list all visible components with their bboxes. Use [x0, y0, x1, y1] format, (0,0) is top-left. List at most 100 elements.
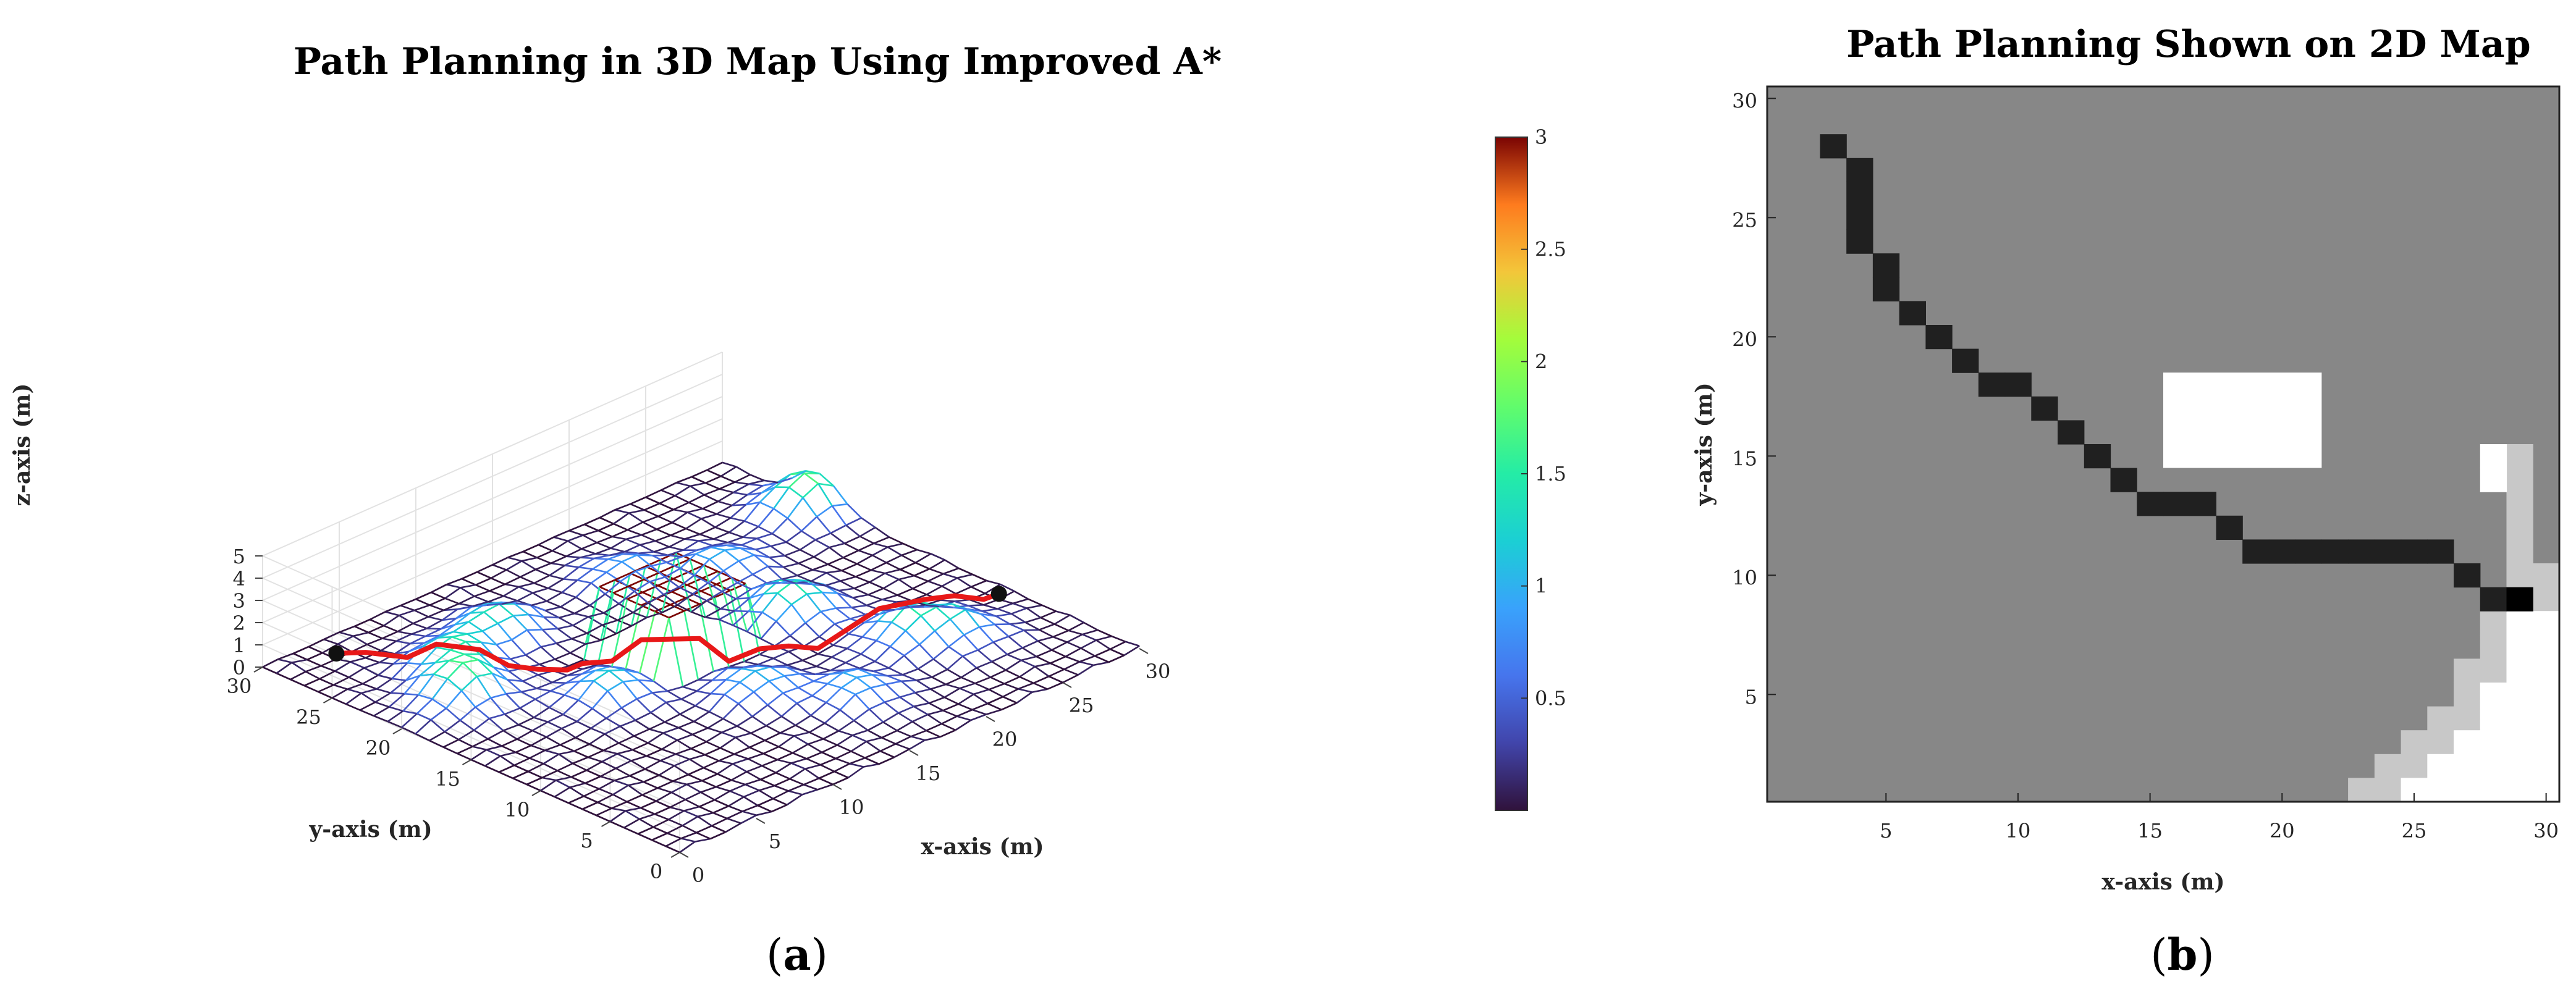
- y-axis-label-3d: y-axis (m): [308, 817, 432, 843]
- mesh-line: [360, 710, 374, 716]
- mesh-line: [585, 783, 599, 789]
- mesh-line: [774, 786, 788, 791]
- mesh-line: [761, 639, 775, 646]
- mesh-line: [762, 760, 777, 766]
- mesh-line: [630, 504, 644, 510]
- mesh-line: [669, 618, 683, 687]
- mesh-line: [714, 539, 728, 543]
- mesh-line: [1124, 646, 1139, 655]
- mesh-line: [777, 753, 793, 760]
- mesh-line: [805, 765, 821, 769]
- mesh-line: [743, 805, 758, 812]
- y-tick-label-2d: 25: [1732, 208, 1757, 232]
- mesh-line: [590, 605, 604, 613]
- mesh-line: [805, 769, 819, 778]
- mesh-line: [712, 818, 727, 826]
- mesh-line: [900, 570, 914, 576]
- mesh-line: [942, 578, 957, 586]
- mesh-line: [707, 592, 722, 601]
- mesh-line: [565, 565, 579, 567]
- mesh-line: [652, 693, 667, 703]
- mesh-line: [938, 604, 952, 605]
- mesh-line: [615, 510, 629, 513]
- mesh-line: [498, 623, 512, 640]
- mesh-line: [604, 743, 619, 750]
- mesh-line: [569, 531, 583, 535]
- mesh-line: [538, 537, 554, 545]
- mesh-line: [719, 482, 735, 489]
- mesh-line: [522, 561, 536, 570]
- mesh-line: [814, 681, 828, 684]
- x-tick: [1063, 683, 1071, 687]
- mesh-line: [757, 534, 772, 539]
- inflated-cell: [2480, 658, 2507, 683]
- mesh-line: [787, 660, 803, 665]
- mesh-line: [471, 750, 487, 760]
- mesh-line: [607, 682, 623, 691]
- mesh-line: [544, 617, 559, 618]
- mesh-line: [658, 516, 672, 523]
- mesh-line: [622, 561, 636, 571]
- mesh-line: [704, 768, 718, 774]
- x-tick: [680, 852, 688, 857]
- mesh-line: [500, 756, 515, 765]
- mesh-line: [769, 681, 783, 693]
- mesh-line: [346, 704, 360, 710]
- mesh-line: [478, 660, 492, 673]
- mesh-line: [577, 708, 593, 721]
- mesh-line: [546, 737, 560, 745]
- mesh-line: [339, 626, 355, 633]
- mesh-line: [846, 525, 860, 536]
- mesh-line: [854, 721, 868, 731]
- mesh-line: [725, 823, 741, 832]
- y-tick-label-2d: 10: [1732, 566, 1757, 589]
- mesh-line: [599, 781, 615, 789]
- mesh-line: [517, 731, 533, 739]
- mesh-line: [612, 530, 628, 537]
- mesh-line: [744, 662, 758, 665]
- mesh-line: [719, 754, 734, 761]
- mesh-line: [1083, 634, 1097, 640]
- mesh-line: [585, 776, 601, 783]
- mesh-line: [872, 547, 888, 555]
- mesh-line: [994, 636, 1009, 642]
- mesh-line: [556, 639, 572, 643]
- mesh-line: [807, 592, 822, 594]
- mesh-line: [638, 834, 652, 840]
- mesh-line: [868, 595, 882, 600]
- mesh-line: [950, 610, 966, 619]
- mesh-line: [957, 574, 973, 578]
- mesh-line: [767, 705, 782, 716]
- colorbar-tick-label: 0.5: [1535, 686, 1566, 710]
- mesh-line: [346, 693, 361, 704]
- mesh-line: [931, 554, 945, 560]
- mesh-line: [756, 546, 771, 549]
- x-tick-label: 20: [992, 728, 1018, 751]
- mesh-line: [644, 503, 660, 510]
- mesh-line: [819, 771, 835, 778]
- mesh-line: [277, 673, 291, 679]
- mesh-line: [657, 523, 672, 529]
- obstacle-cell: [2533, 707, 2559, 731]
- mesh-line: [374, 716, 388, 721]
- mesh-line: [942, 586, 956, 594]
- mesh-line: [335, 662, 350, 671]
- z-tick-label: 0: [233, 656, 245, 679]
- mesh-line: [407, 663, 421, 664]
- mesh-line: [350, 662, 365, 668]
- mesh-line: [940, 730, 956, 737]
- mesh-line: [559, 751, 574, 754]
- mesh-line: [935, 631, 949, 647]
- mesh-line: [794, 736, 808, 744]
- mesh-line: [720, 748, 735, 754]
- mesh-line: [548, 588, 562, 592]
- mesh-line: [846, 518, 861, 525]
- mesh-line: [670, 800, 685, 808]
- obstacle-cell: [2507, 683, 2533, 707]
- mesh-line: [429, 741, 444, 747]
- path-cell: [1820, 134, 1847, 158]
- mesh-line: [697, 691, 711, 694]
- mesh-line: [523, 675, 538, 681]
- mesh-line: [544, 617, 558, 629]
- mesh-line: [761, 780, 775, 786]
